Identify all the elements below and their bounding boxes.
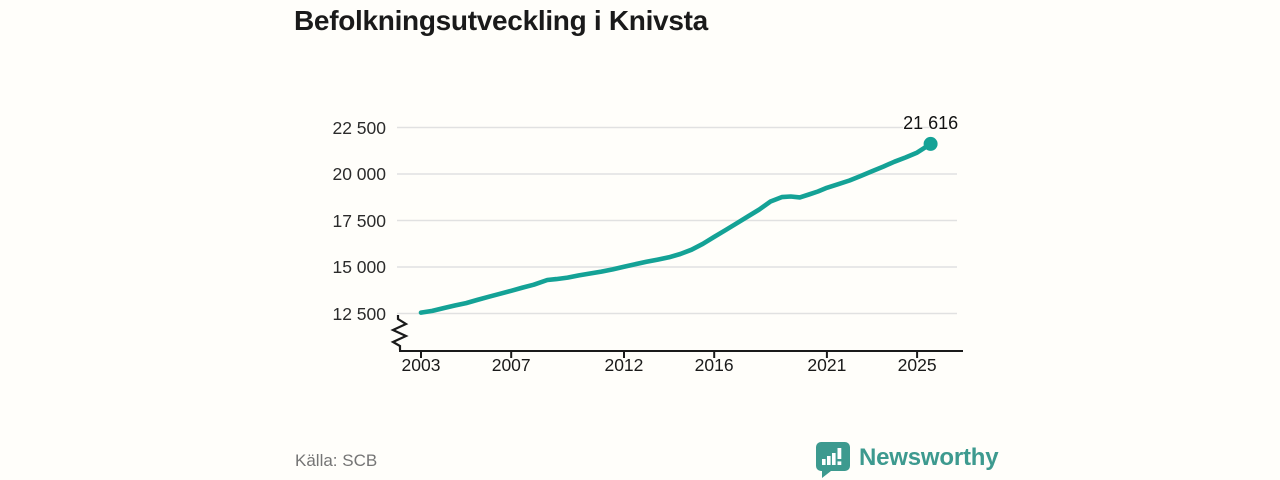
- y-axis-label: 20 000: [332, 164, 386, 184]
- x-axis-ticks: [420, 351, 919, 358]
- newsworthy-wordmark: Newsworthy: [859, 444, 999, 471]
- y-axis-label: 22 500: [332, 117, 386, 138]
- newsworthy-icon: [816, 442, 850, 478]
- y-axis-label: 12 500: [332, 303, 386, 324]
- x-axis-label: 2003: [401, 355, 441, 375]
- newsworthy-logo: Newsworthy: [814, 441, 999, 479]
- x-axis-label: 2012: [604, 355, 644, 375]
- y-axis-label: 15 000: [332, 257, 386, 277]
- x-axis-label: 2025: [897, 355, 937, 375]
- y-axis-label: 17 500: [332, 210, 386, 231]
- latest-value-label: 21 616: [903, 112, 959, 133]
- x-axis-label: 2007: [491, 355, 531, 375]
- logo-exclamation-stem: [837, 448, 842, 459]
- chart-title: Befolkningsutveckling i Knivsta: [294, 5, 708, 36]
- y-axis-break-icon: [390, 315, 409, 350]
- logo-bar-small: [822, 459, 826, 465]
- source-note: Källa: SCB: [295, 451, 378, 470]
- latest-point-marker: [923, 136, 938, 151]
- logo-bar-large: [832, 453, 836, 465]
- population-line: [418, 141, 933, 315]
- x-axis-label: 2021: [807, 355, 847, 375]
- logo-exclamation-dot: [837, 461, 842, 465]
- gridlines: [397, 126, 957, 315]
- logo-bar-medium: [827, 456, 831, 465]
- x-axis-label: 2016: [694, 355, 734, 375]
